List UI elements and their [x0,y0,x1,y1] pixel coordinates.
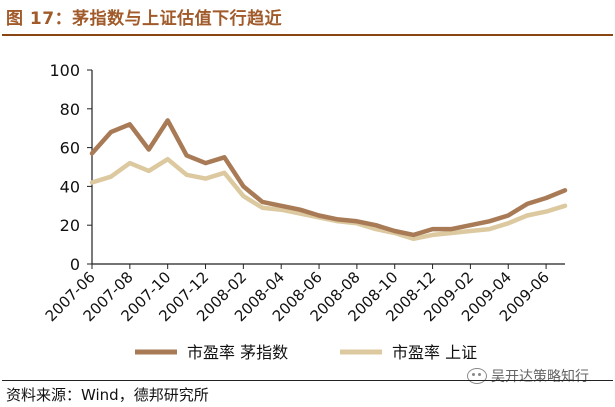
watermark: 吴开达策略知行 [467,366,589,386]
footer-divider [2,380,613,381]
y-tick-label: 100 [49,61,80,80]
y-tick-label: 40 [60,177,80,196]
y-tick-label: 80 [60,100,80,119]
watermark-text: 吴开达策略知行 [491,369,589,385]
series-lines [89,118,568,242]
series-line-1 [89,118,568,238]
legend: 市盈率 茅指数 市盈率 上证 [135,343,477,360]
legend-label-1: 市盈率 茅指数 [187,343,288,360]
y-tick-label: 20 [60,216,80,235]
pe-line-chart: 0 20 40 60 80 100 2007-062007-082007-102007-1… [42,61,568,360]
y-tick-label: 60 [60,139,80,158]
y-tick-label: 0 [70,255,80,274]
source-note: 资料来源：Wind，德邦研究所 [6,386,209,404]
series-line-2 [89,156,568,242]
wechat-icon [467,368,487,384]
title-divider [2,34,613,36]
chart-title: 图 17：茅指数与上证估值下行趋近 [6,9,283,29]
y-tick-labels: 0 20 40 60 80 100 [49,61,80,274]
axes [87,69,565,269]
legend-label-2: 市盈率 上证 [392,343,477,360]
x-tick-labels: 2007-062007-082007-102007-122008-022008-… [42,268,553,325]
